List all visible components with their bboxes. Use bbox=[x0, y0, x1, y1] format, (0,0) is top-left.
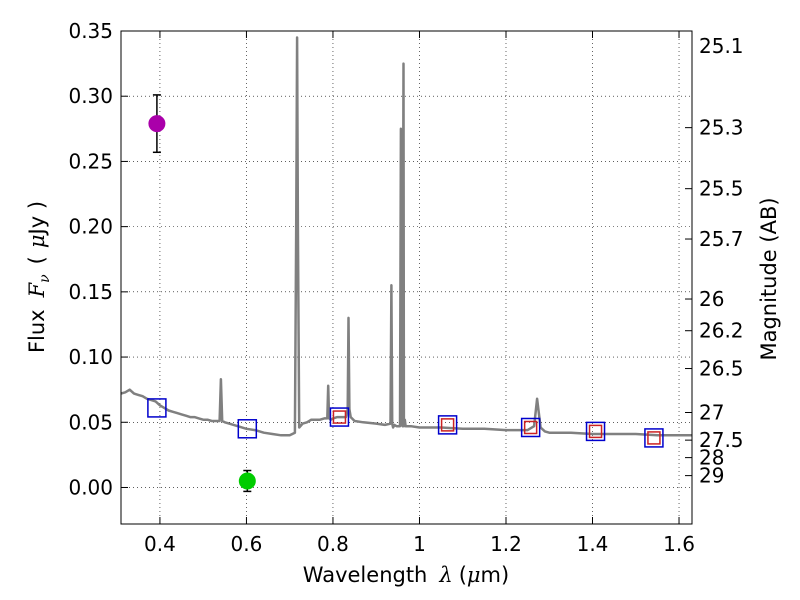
magnitude-tick-label: 26 bbox=[699, 287, 724, 311]
magnitude-tick-label: 29 bbox=[699, 464, 724, 488]
plot-frame bbox=[120, 30, 693, 525]
x-tick-label: 1.4 bbox=[577, 532, 609, 556]
filter-square bbox=[585, 421, 606, 442]
filter-square bbox=[520, 417, 541, 438]
filter-square bbox=[147, 398, 167, 418]
ticks: 0.4 0.6 0.8 1 1.2 1.4 1.6 0.00 0.05 0.10 0.15 0.20 0… bbox=[68, 19, 743, 556]
magnitude-tick-label: 25.5 bbox=[699, 177, 744, 201]
observed-point bbox=[238, 472, 256, 490]
magnitude-tick-label: 26.2 bbox=[699, 319, 744, 343]
y-tick-label: 0.15 bbox=[68, 280, 113, 304]
data-layer bbox=[121, 36, 692, 493]
model-photometry-square bbox=[523, 420, 538, 435]
y-axis-right-title: Magnitude (AB) bbox=[757, 197, 781, 360]
y-tick-label: 0.20 bbox=[68, 215, 113, 239]
filter-square bbox=[237, 419, 258, 439]
magnitude-tick-label: 27 bbox=[699, 400, 724, 424]
observed-point bbox=[148, 115, 166, 133]
y-tick-label: 0.25 bbox=[68, 149, 113, 173]
filter-square bbox=[644, 428, 664, 448]
magnitude-tick-label: 25.7 bbox=[699, 227, 744, 251]
y-tick-label: 0.30 bbox=[68, 84, 113, 108]
x-tick-label: 0.4 bbox=[144, 532, 176, 556]
filter-square bbox=[437, 415, 458, 435]
x-tick-label: 1 bbox=[413, 532, 426, 556]
magnitude-tick-label: 26.5 bbox=[699, 357, 744, 381]
model-photometry-square bbox=[440, 418, 455, 432]
magnitude-tick-label: 25.3 bbox=[699, 116, 744, 140]
x-tick-label: 1.6 bbox=[663, 532, 695, 556]
y-tick-label: 0.00 bbox=[68, 475, 113, 499]
plot-area bbox=[121, 31, 692, 524]
x-tick-label: 0.8 bbox=[317, 532, 349, 556]
y-tick-label: 0.05 bbox=[68, 410, 113, 434]
x-tick-label: 1.2 bbox=[490, 532, 522, 556]
model-photometry-square bbox=[588, 424, 603, 439]
y-tick-label: 0.35 bbox=[68, 19, 113, 43]
y-tick-label: 0.10 bbox=[68, 345, 113, 369]
y-axis-title: FluxFν(μJy ) bbox=[25, 201, 53, 353]
model-photometry-square bbox=[647, 431, 661, 445]
x-tick-label: 0.6 bbox=[231, 532, 263, 556]
x-axis-title: Wavelength λ (μm) bbox=[303, 563, 509, 587]
magnitude-tick-label: 27.5 bbox=[699, 428, 744, 452]
filter-square bbox=[329, 407, 350, 427]
model-photometry-square bbox=[332, 410, 347, 424]
magnitude-tick-label: 25.1 bbox=[699, 34, 744, 58]
magnitude-tick-label: 28 bbox=[699, 446, 724, 470]
